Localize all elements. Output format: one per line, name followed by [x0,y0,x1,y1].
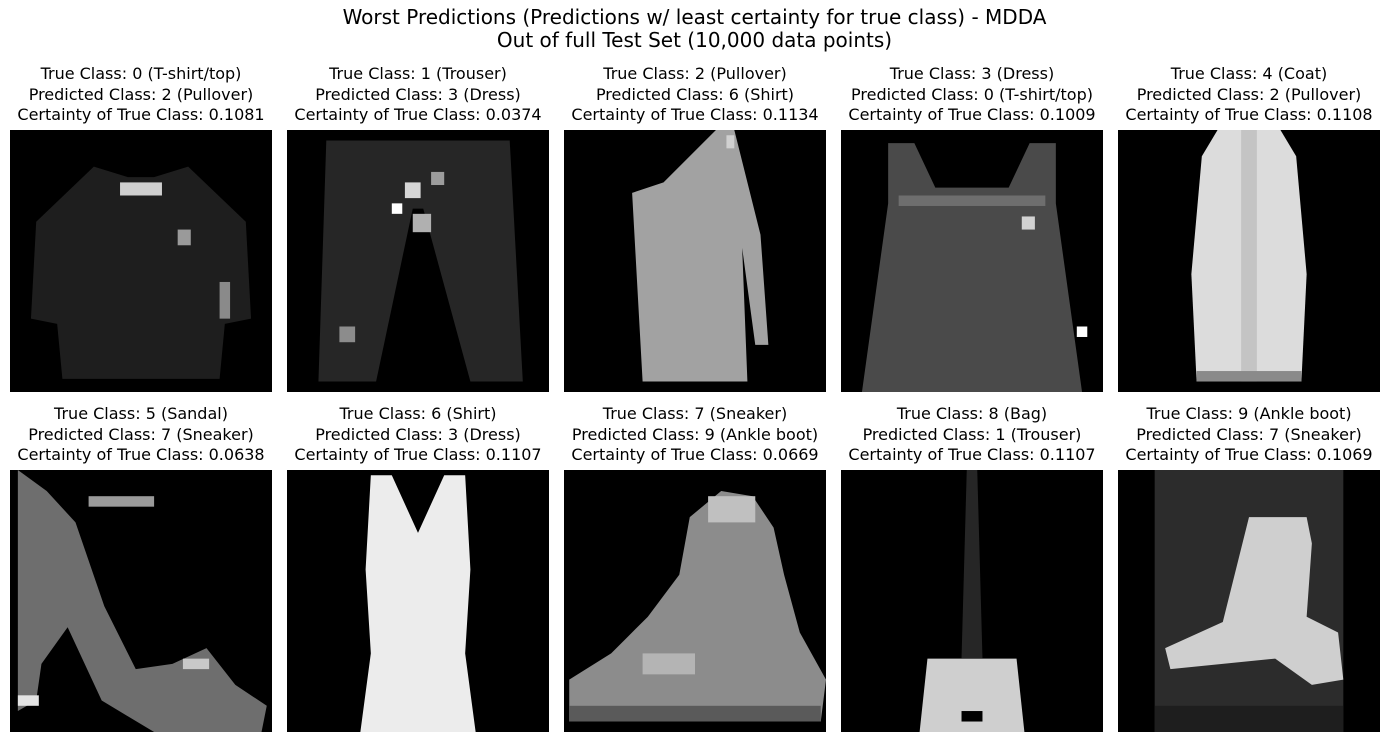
t-shirt-shape-1 [120,182,162,196]
figure-title-line2: Out of full Test Set (10,000 data points… [496,28,893,52]
ankle-boot-shape-2 [1154,705,1344,732]
true-class-label: True Class: 8 (Bag) [896,404,1048,423]
bag-shape-0 [919,658,1025,732]
predicted-class-label: Predicted Class: 3 (Dress) [315,424,521,444]
trouser-shape-4 [431,171,445,186]
figure-title: Worst Predictions (Predictions w/ least … [0,6,1389,52]
image-sandal [10,470,272,732]
shirt-shape-0 [360,475,476,732]
predicted-class-label: Predicted Class: 7 (Sneaker) [1136,424,1362,444]
shirt-silhouette [360,470,476,732]
trouser-shape-1 [404,182,421,199]
predicted-class-label: Predicted Class: 9 (Ankle boot) [571,424,819,444]
certainty-label: Certainty of True Class: 0.1108 [1125,105,1373,124]
certainty-label: Certainty of True Class: 0.0669 [571,445,819,464]
trouser-shape-0 [318,140,523,382]
true-class-label: True Class: 4 (Coat) [1170,64,1328,83]
image-sneaker [564,470,826,732]
dress-shape-2 [1021,216,1035,230]
certainty-label: Certainty of True Class: 0.1069 [1125,445,1373,464]
ankle-boot-shape-1 [1165,517,1344,685]
trouser-shape-3 [391,203,403,214]
panel-title: True Class: 0 (T-shirt/top) Predicted Cla… [0,64,292,126]
true-class-label: True Class: 9 (Ankle boot) [1146,404,1352,423]
predicted-class-label: Predicted Class: 7 (Sneaker) [28,424,254,444]
predicted-class-label: Predicted Class: 3 (Dress) [315,84,521,104]
true-class-label: True Class: 0 (T-shirt/top) [40,64,242,83]
sandal-shape-1 [88,496,155,507]
dress-shape-3 [1076,326,1088,337]
t-shirt-silhouette [30,166,252,379]
panel-title: True Class: 6 (Shirt) Predicted Class: 3 … [267,404,569,466]
certainty-label: Certainty of True Class: 0.0638 [17,445,265,464]
coat-shape-2 [1196,371,1302,382]
dress-shape-1 [898,195,1046,206]
trouser-shape-5 [339,326,356,343]
certainty-label: Certainty of True Class: 0.1134 [571,105,819,124]
image-dress [841,130,1103,392]
panel-title: True Class: 1 (Trouser) Predicted Class: … [267,64,569,126]
panel-title: True Class: 8 (Bag) Predicted Class: 1 (T… [821,404,1123,466]
certainty-label: Certainty of True Class: 0.1107 [294,445,542,464]
certainty-label: Certainty of True Class: 0.1107 [848,445,1096,464]
image-coat [1118,130,1380,392]
predicted-class-label: Predicted Class: 2 (Pullover) [1136,84,1362,104]
t-shirt-shape-0 [30,166,252,379]
predicted-class-label: Predicted Class: 0 (T-shirt/top) [851,84,1093,104]
certainty-label: Certainty of True Class: 0.1081 [17,105,265,124]
coat-shape-1 [1241,130,1257,382]
image-bag [841,470,1103,732]
bag-silhouette [919,470,1025,732]
image-pullover [564,130,826,392]
dress-shape-0 [861,143,1083,392]
panel-title: True Class: 3 (Dress) Predicted Class: 0 … [821,64,1123,126]
certainty-label: Certainty of True Class: 0.0374 [294,105,542,124]
pullover-shape-1 [726,135,735,149]
sneaker-silhouette [569,490,826,722]
t-shirt-shape-3 [219,281,231,319]
panel-title: True Class: 2 (Pullover) Predicted Class:… [544,64,846,126]
panel-title: True Class: 7 (Sneaker) Predicted Class: … [544,404,846,466]
bag-shape-1 [961,711,983,722]
image-t-shirt [10,130,272,392]
shirt-shape-1 [412,470,424,491]
dress-silhouette [861,143,1088,392]
sneaker-shape-3 [569,705,821,722]
panel-title: True Class: 4 (Coat) Predicted Class: 2 (… [1098,64,1389,126]
predicted-class-label: Predicted Class: 2 (Pullover) [28,84,254,104]
true-class-label: True Class: 7 (Sneaker) [602,404,788,423]
predicted-class-label: Predicted Class: 1 (Trouser) [862,424,1082,444]
sneaker-shape-1 [708,496,756,523]
true-class-label: True Class: 2 (Pullover) [603,64,787,83]
ankle-boot-silhouette [1154,470,1344,732]
certainty-label: Certainty of True Class: 0.1009 [848,105,1096,124]
sneaker-shape-0 [569,490,826,722]
pullover-silhouette [632,130,769,382]
predicted-class-label: Predicted Class: 6 (Shirt) [595,84,795,104]
sneaker-shape-2 [642,653,695,675]
figure-title-line1: Worst Predictions (Predictions w/ least … [342,5,1047,29]
true-class-label: True Class: 1 (Trouser) [329,64,507,83]
true-class-label: True Class: 3 (Dress) [889,64,1055,83]
sandal-shape-0 [17,470,267,732]
bag-shape-2 [961,470,983,659]
trouser-shape-2 [412,213,432,233]
trouser-silhouette [318,140,523,382]
image-trouser [287,130,549,392]
t-shirt-shape-2 [177,229,191,246]
panel-title: True Class: 9 (Ankle boot) Predicted Clas… [1098,404,1389,466]
true-class-label: True Class: 5 (Sandal) [54,404,228,423]
image-ankle-boot [1118,470,1380,732]
image-shirt [287,470,549,732]
sandal-silhouette [17,470,267,732]
sandal-shape-3 [182,658,210,670]
pullover-shape-0 [632,130,769,382]
coat-silhouette [1191,130,1307,382]
panel-title: True Class: 5 (Sandal) Predicted Class: 7… [0,404,292,466]
true-class-label: True Class: 6 (Shirt) [339,404,497,423]
sandal-shape-2 [17,695,39,706]
